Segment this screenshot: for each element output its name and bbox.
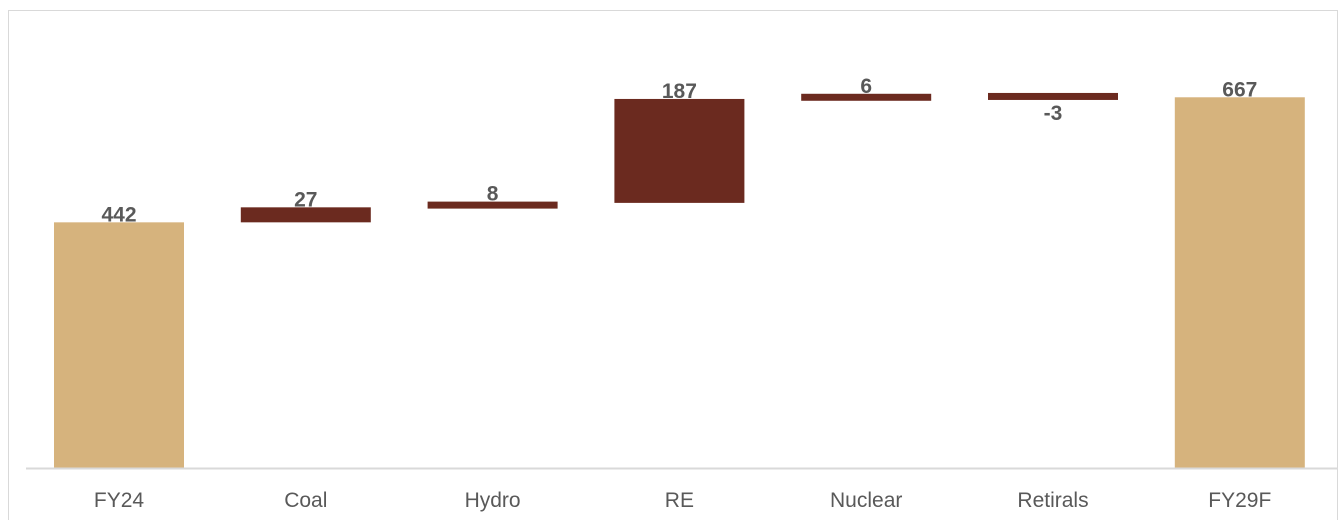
- tick-label-re: RE: [665, 489, 694, 512]
- bar-nuclear: [801, 93, 932, 101]
- bar-retirals: [988, 92, 1118, 100]
- bar-hydro: [427, 201, 558, 209]
- value-label-re: 187: [662, 80, 697, 103]
- bars-group: [54, 92, 1305, 468]
- value-label-fy29f: 667: [1222, 78, 1257, 101]
- tick-label-hydro: Hydro: [465, 489, 521, 512]
- value-labels-group: 442 27 8 187 6 -3 667: [101, 75, 1257, 227]
- tick-label-coal: Coal: [284, 489, 327, 512]
- bar-re: [614, 98, 745, 203]
- tick-label-nuclear: Nuclear: [830, 489, 902, 512]
- bar-coal: [240, 207, 371, 223]
- value-label-nuclear: 6: [860, 75, 872, 98]
- bar-fy29f: [1174, 97, 1305, 468]
- value-label-fy24: 442: [101, 203, 136, 226]
- tick-label-fy29f: FY29F: [1208, 489, 1271, 512]
- chart-frame: [8, 10, 1338, 520]
- value-label-hydro: 8: [487, 183, 499, 206]
- tick-label-fy24: FY24: [94, 489, 145, 512]
- tick-labels-group: FY24 Coal Hydro RE Nuclear Retirals FY29F: [94, 489, 1271, 512]
- value-label-retirals: -3: [1044, 102, 1063, 125]
- value-label-coal: 27: [294, 188, 317, 211]
- bar-fy24: [54, 222, 184, 468]
- tick-label-retirals: Retirals: [1017, 489, 1088, 512]
